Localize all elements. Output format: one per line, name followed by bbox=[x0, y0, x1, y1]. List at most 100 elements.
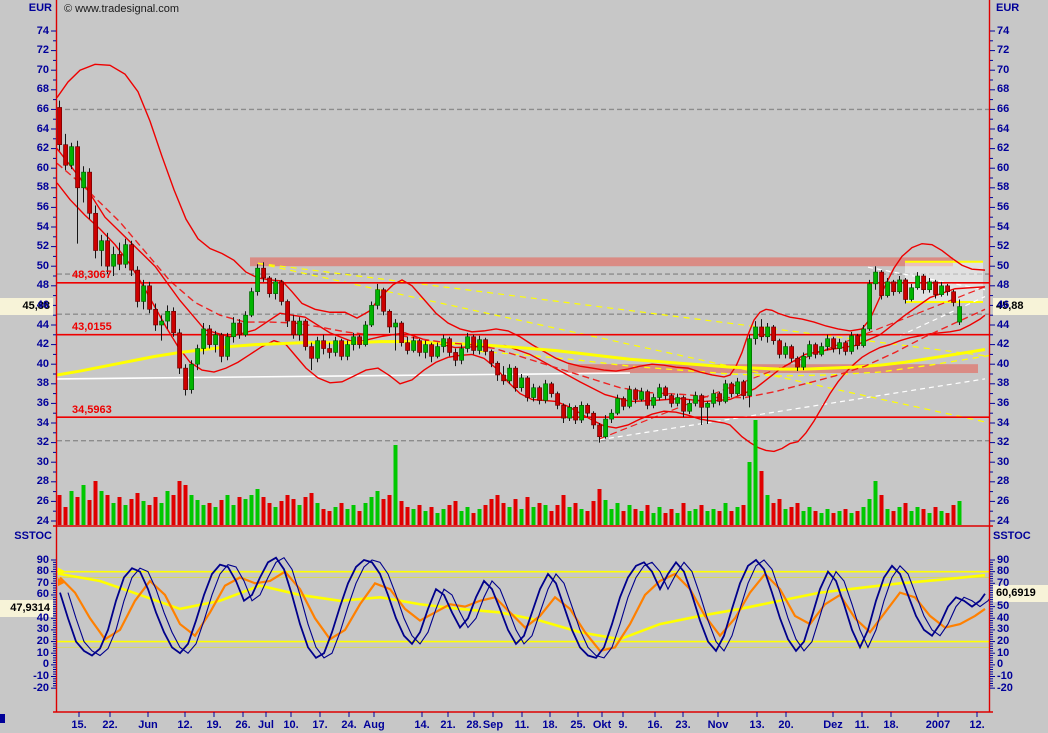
candle bbox=[471, 336, 476, 351]
volume-bar bbox=[573, 503, 578, 525]
candle bbox=[69, 146, 74, 166]
candle bbox=[957, 306, 962, 323]
candle bbox=[537, 387, 542, 401]
volume-bar bbox=[507, 507, 512, 525]
candle bbox=[501, 374, 506, 382]
volume-bar bbox=[795, 503, 800, 525]
sstoc-axis-tick-right: 80 bbox=[997, 565, 1010, 578]
volume-bar bbox=[699, 505, 704, 525]
price-axis-tick-right: 64 bbox=[997, 122, 1010, 135]
trendline bbox=[599, 378, 986, 441]
volume-bar bbox=[759, 471, 764, 525]
price-axis-tick-right: 36 bbox=[997, 396, 1010, 409]
volume-bar bbox=[885, 509, 890, 525]
volume-bar bbox=[147, 505, 152, 525]
volume-bar bbox=[225, 495, 230, 525]
volume-bar bbox=[807, 507, 812, 525]
volume-bar bbox=[159, 503, 164, 525]
candle bbox=[693, 395, 698, 404]
volume-bar bbox=[765, 495, 770, 525]
volume-bar bbox=[153, 497, 158, 525]
candle bbox=[675, 397, 680, 404]
price-axis-tick-left: 24 bbox=[36, 514, 49, 527]
candle bbox=[579, 405, 584, 421]
volume-bar bbox=[669, 509, 674, 525]
price-axis-tick-right: 54 bbox=[997, 220, 1010, 233]
volume-bar bbox=[381, 499, 386, 525]
candle bbox=[243, 314, 248, 336]
candle bbox=[237, 322, 242, 336]
candle bbox=[807, 344, 812, 357]
volume-bar bbox=[543, 505, 548, 525]
currency-label-right: EUR bbox=[996, 2, 1020, 14]
candle bbox=[627, 389, 632, 407]
volume-bar bbox=[753, 420, 758, 525]
candle bbox=[639, 391, 644, 400]
volume-bar bbox=[405, 507, 410, 525]
candle bbox=[381, 289, 386, 312]
volume-bar bbox=[357, 511, 362, 525]
candle bbox=[357, 336, 362, 345]
candle bbox=[507, 367, 512, 382]
candle bbox=[933, 281, 938, 295]
candle bbox=[273, 281, 278, 294]
stochastic-orange bbox=[59, 570, 986, 653]
price-axis-tick-right: 44 bbox=[997, 318, 1010, 331]
candle bbox=[363, 324, 368, 345]
volume-bar bbox=[333, 507, 338, 525]
sstoc-value-box-left: 47,9314 bbox=[0, 600, 53, 617]
candle bbox=[387, 310, 392, 328]
candle bbox=[495, 362, 500, 376]
candle bbox=[729, 383, 734, 394]
volume-bar bbox=[261, 497, 266, 525]
candle bbox=[747, 338, 752, 396]
yellow-dashed-ma bbox=[479, 350, 989, 377]
level-label: 34,5963 bbox=[72, 403, 112, 416]
candle bbox=[183, 367, 188, 390]
volume-bar bbox=[903, 503, 908, 525]
candle bbox=[333, 340, 338, 353]
candle bbox=[813, 344, 818, 355]
candle bbox=[915, 275, 920, 289]
volume-bar bbox=[63, 507, 68, 525]
volume-bar bbox=[675, 513, 680, 525]
candle bbox=[651, 397, 656, 406]
candle bbox=[597, 424, 602, 438]
candle bbox=[789, 346, 794, 359]
price-axis-tick-left: 70 bbox=[36, 63, 49, 76]
volume-bar bbox=[243, 499, 248, 525]
volume-bar bbox=[837, 511, 842, 525]
volume-bar bbox=[207, 503, 212, 525]
candle bbox=[351, 336, 356, 345]
volume-bar bbox=[477, 509, 482, 525]
candle bbox=[603, 418, 608, 438]
volume-bar bbox=[789, 507, 794, 525]
candle bbox=[345, 344, 350, 357]
candle bbox=[567, 407, 572, 419]
volume-bar bbox=[171, 495, 176, 525]
volume-bar bbox=[597, 489, 602, 525]
candle bbox=[483, 339, 488, 352]
candle bbox=[123, 244, 128, 265]
price-axis-tick-left: 64 bbox=[36, 122, 49, 135]
candle bbox=[165, 310, 170, 322]
price-axis-tick-right: 66 bbox=[997, 102, 1010, 115]
price-axis-tick-left: 68 bbox=[36, 83, 49, 96]
volume-bar bbox=[939, 511, 944, 525]
x-axis-label: 28. bbox=[466, 719, 482, 731]
sstoc-axis-tick-left: -20 bbox=[33, 681, 49, 694]
stochastic-main-blue bbox=[59, 556, 986, 660]
volume-bar bbox=[627, 505, 632, 525]
price-axis-tick-left: 40 bbox=[36, 357, 49, 370]
price-axis-tick-right: 34 bbox=[997, 416, 1010, 429]
candle bbox=[645, 391, 650, 406]
axis-ticks bbox=[51, 30, 995, 717]
level-label: 43,0155 bbox=[72, 321, 112, 334]
candle bbox=[555, 393, 560, 406]
x-axis-label: 19. bbox=[206, 719, 222, 731]
candle bbox=[699, 395, 704, 408]
candle bbox=[201, 328, 206, 349]
volume-bar bbox=[375, 491, 380, 525]
candle bbox=[633, 389, 638, 400]
x-axis-label: 12. bbox=[969, 719, 985, 731]
